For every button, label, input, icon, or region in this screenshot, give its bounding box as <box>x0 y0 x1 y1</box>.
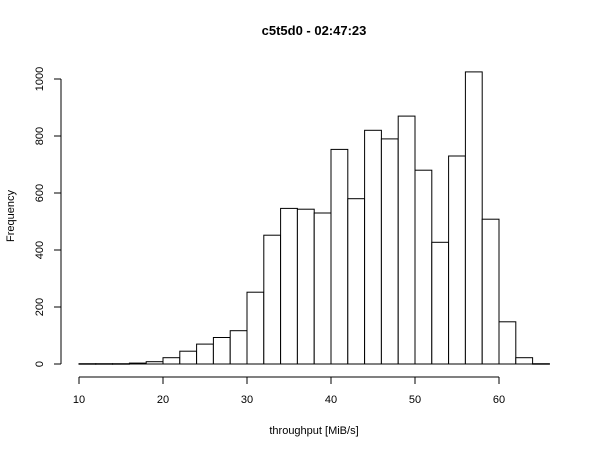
y-tick-label-3: 600 <box>34 184 46 202</box>
y-axis-label: Frequency <box>5 190 17 242</box>
histogram-bar-0 <box>78 363 97 365</box>
x-tick-label-2: 30 <box>241 394 253 406</box>
histogram-bar-15 <box>330 148 349 365</box>
x-axis: 10 20 30 40 50 60 <box>73 376 505 406</box>
histogram-bar-16 <box>347 198 366 365</box>
y-tick-label-2: 400 <box>34 241 46 259</box>
histogram-bar-1 <box>95 363 114 365</box>
x-axis-label: throughput [MiB/s] <box>269 425 358 437</box>
histogram-bar-26 <box>515 357 534 365</box>
x-tick-label-4: 50 <box>409 394 421 406</box>
histogram-bar-2 <box>112 363 130 365</box>
histogram-bar-14 <box>313 212 332 365</box>
y-tick-label-1: 200 <box>34 298 46 316</box>
y-tick-label-0: 0 <box>34 361 46 367</box>
x-tick-label-1: 20 <box>157 394 169 406</box>
histogram-bar-6 <box>179 350 198 365</box>
histogram-bar-20 <box>414 169 433 365</box>
histogram-bar-3 <box>128 362 147 365</box>
histogram-bar-22 <box>448 155 466 365</box>
y-axis: 0 200 400 600 800 1000 <box>34 67 62 367</box>
histogram-bar-4 <box>145 361 164 365</box>
histogram-bar-17 <box>364 129 382 365</box>
histogram-bar-8 <box>212 337 231 365</box>
y-tick-label-5: 1000 <box>34 67 46 91</box>
histogram-bar-10 <box>246 291 265 365</box>
histogram-bar-27 <box>532 363 550 365</box>
y-tick-label-4: 800 <box>34 127 46 145</box>
chart-title: c5t5d0 - 02:47:23 <box>262 23 367 38</box>
histogram-bar-12 <box>280 207 298 365</box>
x-tick-label-5: 60 <box>493 394 505 406</box>
bars-group <box>78 71 550 365</box>
histogram-bar-9 <box>229 330 248 365</box>
histogram-bar-18 <box>380 138 399 365</box>
histogram-bar-7 <box>196 343 214 365</box>
histogram-bar-25 <box>498 321 517 365</box>
x-tick-label-0: 10 <box>73 394 85 406</box>
histogram-bar-24 <box>481 218 500 365</box>
histogram-bar-11 <box>263 234 282 365</box>
x-tick-label-3: 40 <box>325 394 337 406</box>
histogram-bar-23 <box>464 71 483 365</box>
histogram-bar-5 <box>162 357 181 365</box>
histogram-bar-13 <box>296 208 315 365</box>
histogram-bar-21 <box>431 241 450 365</box>
histogram-bar-19 <box>397 115 416 365</box>
